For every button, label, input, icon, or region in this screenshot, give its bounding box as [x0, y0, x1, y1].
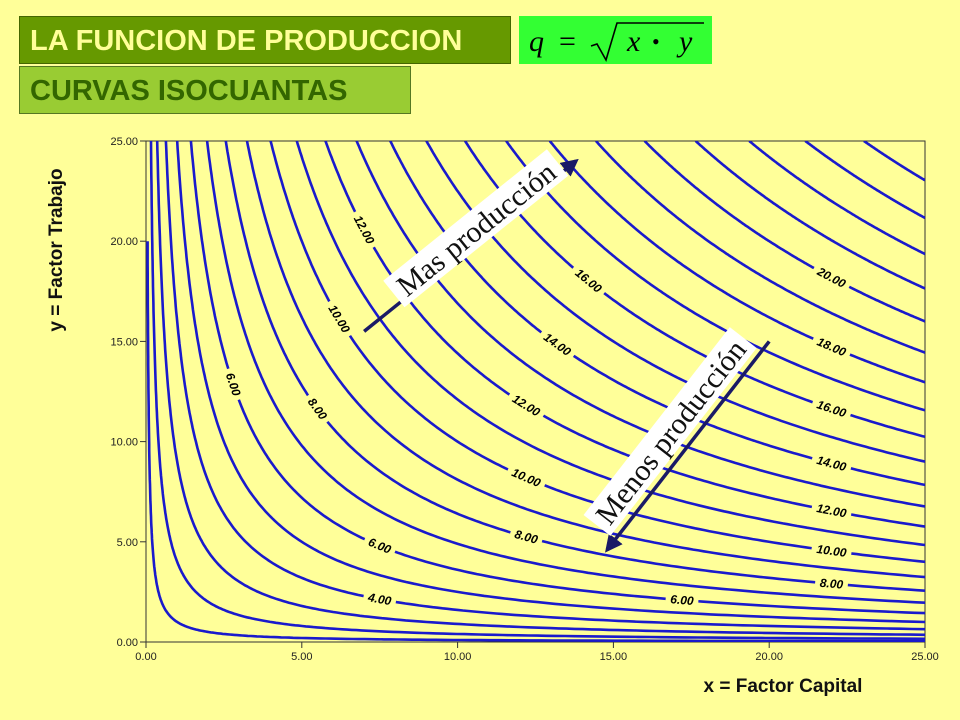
contour-label: 20.00	[814, 264, 848, 291]
contour-label-bg	[504, 462, 548, 493]
contour-label: 6.00	[670, 592, 695, 608]
isoquant-q24	[863, 141, 925, 182]
y-tick-label: 0.00	[117, 637, 138, 649]
contour-label-bg	[508, 524, 545, 549]
contour-label-bg	[810, 540, 853, 562]
contour-label-bg	[347, 208, 381, 252]
annotation-label-group: Mas producción	[383, 149, 569, 308]
formula-equals: =	[559, 25, 576, 58]
x-tick-label: 10.00	[444, 651, 472, 663]
isoquant-q21	[694, 141, 925, 290]
contour-label-group: 10.00	[810, 540, 853, 562]
y-tick-label: 10.00	[110, 437, 138, 449]
isoquant-q5	[175, 141, 925, 624]
annotation-label-bg	[383, 149, 569, 308]
formula-y: y	[676, 25, 693, 58]
isoquant-q7	[205, 141, 925, 604]
contour-label-group: 18.00	[809, 331, 854, 363]
contour-label: 8.00	[513, 527, 540, 547]
contour-label: 8.00	[819, 576, 844, 592]
isoquant-q20	[643, 141, 925, 323]
x-tick-label: 20.00	[755, 651, 783, 663]
formula-q: q	[529, 25, 544, 58]
contour-label-bg	[220, 366, 247, 403]
x-axis-title: x = Factor Capital	[704, 676, 863, 697]
page-subtitle: CURVAS ISOCUANTAS	[19, 66, 411, 114]
isoquant-q22	[748, 141, 925, 256]
contour-label-bg	[536, 326, 579, 363]
y-tick-label: 15.00	[110, 336, 138, 348]
isoquant-q11	[295, 141, 925, 547]
isoquant-q6	[189, 141, 925, 615]
contour-label-group: 10.00	[322, 297, 357, 341]
contour-label-bg	[301, 390, 334, 427]
contour-label: 12.00	[815, 501, 847, 520]
contour-label-group: 14.00	[536, 326, 579, 363]
isoquant-q2	[149, 141, 925, 641]
contour-label-bg	[810, 499, 853, 523]
isoquant-q23	[804, 141, 925, 220]
contour-label-group: 12.00	[347, 208, 381, 252]
contour-label-bg	[504, 388, 548, 423]
contour-label-group: 6.00	[220, 366, 247, 403]
isoquant-q17	[505, 141, 925, 412]
contour-label-bg	[665, 590, 699, 610]
contour-label-bg	[810, 261, 853, 295]
y-axis-title: y = Factor Trabajo	[46, 168, 67, 331]
contour-label-group: 20.00	[810, 261, 853, 295]
contour-label-bg	[567, 261, 610, 300]
isoquant-q10	[269, 141, 925, 564]
formula-x: x	[626, 25, 641, 58]
contour-labels: 4.00 6.00 6.00 8.00 8.00 10.00 10.00 12.00 12.00…	[220, 208, 854, 611]
x-tick-label: 0.00	[135, 651, 156, 663]
isoquant-q1	[146, 241, 925, 642]
page-title: LA FUNCION DE PRODUCCION	[19, 16, 511, 64]
contour-label: 4.00	[366, 590, 393, 608]
isoquant-q14	[389, 141, 925, 487]
formula-box: q = x • y	[519, 16, 712, 64]
axes: 0.00 5.00 10.00 15.00 20.00 25.00 0.00 5.00 10.0…	[110, 136, 938, 663]
isoquant-q3	[155, 141, 925, 637]
isoquant-q9	[245, 141, 925, 579]
contour-label-bg	[322, 297, 357, 341]
contour-label-group: 12.00	[810, 499, 853, 523]
isoquant-q4	[164, 141, 925, 631]
contour-label-bg	[809, 394, 854, 423]
contour-label-bg	[361, 532, 398, 560]
contour-label-group: 4.00	[362, 588, 398, 611]
contour-label-group: 8.00	[814, 574, 849, 594]
contour-label-group: 14.00	[810, 450, 853, 477]
x-tick-label: 25.00	[911, 651, 939, 663]
y-tick-label: 25.00	[110, 136, 138, 148]
x-tick-label: 15.00	[600, 651, 628, 663]
contour-label: 6.00	[223, 371, 244, 398]
x-tick-label: 5.00	[291, 651, 312, 663]
y-tick-label: 20.00	[110, 236, 138, 248]
annotation-label-bg	[583, 327, 757, 536]
contour-label-group: 16.00	[567, 261, 610, 300]
contour-label-group: 10.00	[504, 462, 548, 493]
contour-label-group: 12.00	[504, 388, 548, 423]
isoquant-q19	[595, 141, 925, 354]
contour-label-group: 6.00	[665, 590, 699, 610]
annotation-arrow	[605, 340, 771, 553]
contour-label-bg	[809, 331, 854, 363]
formula-sqrt-sign	[590, 22, 704, 63]
contour-label-group: 6.00	[361, 532, 398, 560]
isoquant-curves	[146, 141, 925, 642]
plot-frame	[145, 140, 926, 643]
contour-label-bg	[814, 574, 849, 594]
contour-label: 10.00	[816, 542, 848, 560]
formula-svg: q = x • y	[529, 22, 704, 63]
contour-label-bg	[362, 588, 398, 611]
formula-dot: •	[652, 29, 660, 54]
contour-label-bg	[810, 450, 853, 477]
isoquant-q13	[355, 141, 925, 508]
contour-label-group: 8.00	[508, 524, 545, 549]
y-tick-label: 5.00	[117, 537, 138, 549]
contour-label: 12.00	[351, 213, 378, 246]
contour-label-group: 16.00	[809, 394, 854, 423]
isoquant-q8	[224, 141, 925, 592]
